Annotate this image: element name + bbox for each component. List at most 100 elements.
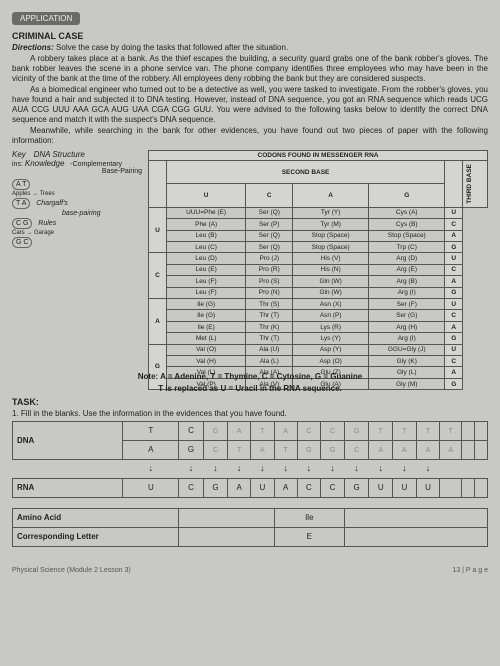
codon-cell: Ile (G) xyxy=(166,310,246,321)
codon-cell: Leu (F) xyxy=(166,287,246,298)
chargaff-3: Rules xyxy=(38,220,56,227)
codon-cell: Stop (Space) xyxy=(369,230,445,241)
codon-cell: Ser (Q) xyxy=(246,230,293,241)
rna-cell: U xyxy=(251,478,275,497)
dna-top-cell: C xyxy=(179,421,204,440)
third-base-cell: C xyxy=(445,356,463,367)
codon-cell: Tyr (M) xyxy=(293,219,369,230)
codon-title: CODONS FOUND IN MESSENGER RNA xyxy=(149,151,488,161)
rna-label: RNA xyxy=(13,478,123,497)
dna-top-cell: G xyxy=(344,421,369,440)
second-base-label: SECOND BASE xyxy=(166,161,444,184)
dna-bot-cell: A xyxy=(369,440,393,459)
third-base-cell: A xyxy=(445,276,463,287)
codon-cell: Val (O) xyxy=(166,344,246,355)
dna-top-cell: T xyxy=(440,421,462,440)
dna-bot-cell: A xyxy=(123,440,179,459)
codon-cell: Thr (T) xyxy=(246,310,293,321)
codon-cell: Arg (I) xyxy=(369,287,445,298)
rna-cell: G xyxy=(344,478,369,497)
dna-bot-cell: C xyxy=(344,440,369,459)
codon-cell: Lys (R) xyxy=(293,321,369,332)
codon-cell: Pro (J) xyxy=(246,253,293,264)
dna-top-cell: C xyxy=(321,421,345,440)
third-base-cell: U xyxy=(445,207,463,218)
rna-cell: C xyxy=(321,478,345,497)
paragraph-3: Meanwhile, while searching in the bank f… xyxy=(12,126,488,146)
codon-cell: Arg (B) xyxy=(369,276,445,287)
codon-cell: Pro (R) xyxy=(246,264,293,275)
dna-label: DNA xyxy=(13,421,123,459)
codon-cell: Stop (Space) xyxy=(293,241,369,252)
rna-cell xyxy=(474,478,487,497)
codon-cell: Met (L) xyxy=(166,333,246,344)
codon-cell: Cys (A) xyxy=(369,207,445,218)
codon-cell: Ala (U) xyxy=(246,344,293,355)
codon-cell: Leu (E) xyxy=(166,264,246,275)
third-base-cell: C xyxy=(445,310,463,321)
task-1: 1. Fill in the blanks. Use the informati… xyxy=(12,409,488,418)
codon-cell: Arg (D) xyxy=(369,253,445,264)
third-base-cell: C xyxy=(445,264,463,275)
codon-cell: Trp (C) xyxy=(369,241,445,252)
dna-top-cell: C xyxy=(297,421,321,440)
rna-cell: C xyxy=(179,478,204,497)
dna-bot-cell xyxy=(461,440,474,459)
col-c: C xyxy=(246,184,293,207)
dna-top-cell: T xyxy=(416,421,440,440)
directions-label: Directions: xyxy=(12,43,54,52)
codon-cell: His (N) xyxy=(293,264,369,275)
dna-top-cell: A xyxy=(228,421,251,440)
codon-table: CODONS FOUND IN MESSENGER RNA SECOND BAS… xyxy=(148,150,488,390)
dna-bot-cell: T xyxy=(274,440,297,459)
dna-top-cell: A xyxy=(274,421,297,440)
codon-cell: Ser (G) xyxy=(369,310,445,321)
codon-cell: Ser (P) xyxy=(246,219,293,230)
codon-cell: Phe (A) xyxy=(166,219,246,230)
task-label: TASK: xyxy=(12,397,488,407)
codon-cell: Arg (E) xyxy=(369,264,445,275)
codon-cell: Ile (E) xyxy=(166,321,246,332)
paragraph-1: A robbery takes place at a bank. As the … xyxy=(12,54,488,84)
codon-cell: Cys (B) xyxy=(369,219,445,230)
corr-val: E xyxy=(274,527,344,546)
app-tag: APPLICATION xyxy=(12,12,80,25)
codon-cell: Asp (O) xyxy=(293,356,369,367)
pair-cg: C G xyxy=(12,218,32,229)
row-group-A: A xyxy=(149,298,167,344)
dna-bot-cell: G xyxy=(321,440,345,459)
third-base-cell: U xyxy=(445,298,463,309)
codon-cell: Ser (Q) xyxy=(246,207,293,218)
codon-cell: Val (H) xyxy=(166,356,246,367)
dna-top-cell: T xyxy=(251,421,275,440)
third-base-cell: C xyxy=(445,219,463,230)
chargaff-2: base-pairing xyxy=(62,210,142,217)
codon-cell: GGU=Gly (J) xyxy=(369,344,445,355)
dna-bot-cell: G xyxy=(179,440,204,459)
third-base-cell: G xyxy=(445,378,463,389)
third-base-cell: G xyxy=(445,241,463,252)
third-base-cell: G xyxy=(445,333,463,344)
codon-cell: Stop (Space) xyxy=(293,230,369,241)
dna-top-cell: T xyxy=(123,421,179,440)
dna-bot-cell: G xyxy=(297,440,321,459)
codon-cell: Ser (F) xyxy=(369,298,445,309)
row-group-U: U xyxy=(149,207,167,253)
codon-cell: Gln (W) xyxy=(293,276,369,287)
codon-cell: Asn (P) xyxy=(293,310,369,321)
rna-cell: U xyxy=(393,478,417,497)
key-struct3: Base-Pairing xyxy=(12,168,142,175)
fill-table: DNA TCGATACCGTTTT AGCTATGGCAAAA ↓↓↓↓↓↓↓↓… xyxy=(12,421,488,547)
key-knowledge-diagram: Key DNA Structure ins: Knowledge -Comple… xyxy=(12,150,142,368)
col-u: U xyxy=(166,184,246,207)
rna-cell: G xyxy=(203,478,228,497)
codon-cell: UUU=Phe (E) xyxy=(166,207,246,218)
codon-cell: Arg (H) xyxy=(369,321,445,332)
codon-cell: Thr (T) xyxy=(246,333,293,344)
codon-cell: Leu (C) xyxy=(166,241,246,252)
paragraph-2: As a biomedical engineer who turned out … xyxy=(12,85,488,125)
footer-right: 13 | P a g e xyxy=(452,567,488,574)
directions: Directions: Solve the case by doing the … xyxy=(12,43,488,52)
dna-top-cell xyxy=(474,421,487,440)
rna-cell xyxy=(440,478,462,497)
